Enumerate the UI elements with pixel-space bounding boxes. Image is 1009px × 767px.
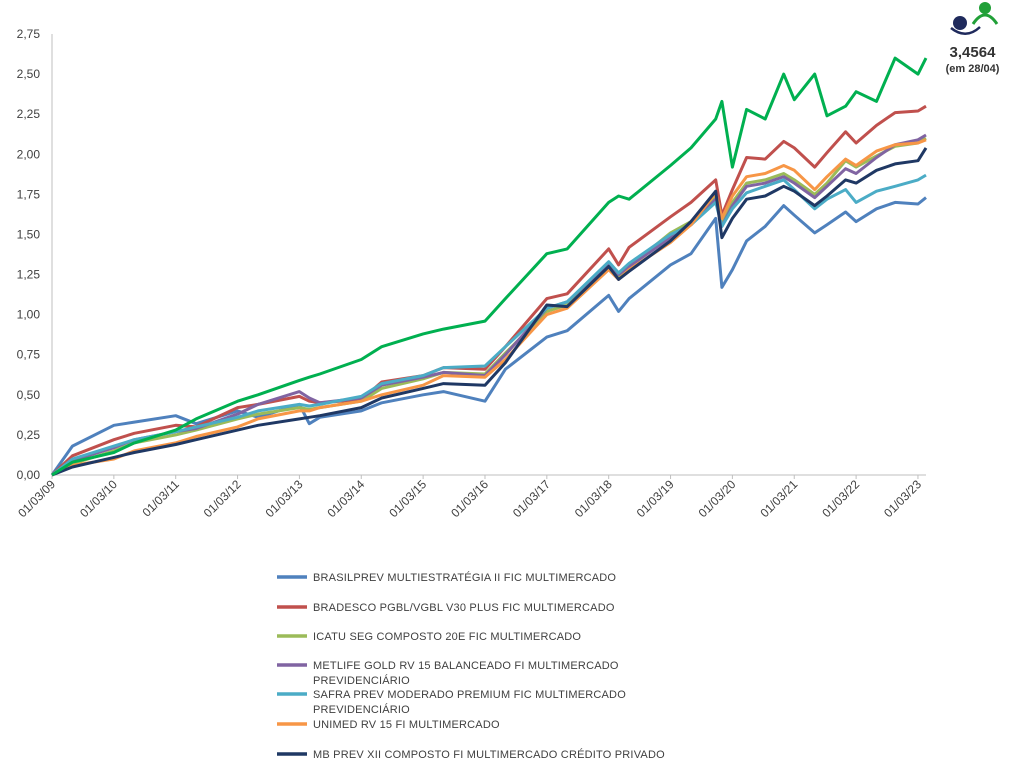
x-tick-label: 01/03/09 (15, 477, 58, 520)
legend-item: SAFRA PREV MODERADO PREMIUM FIC MULTIMER… (277, 689, 626, 716)
legend-label: SAFRA PREV MODERADO PREMIUM FIC MULTIMER… (313, 689, 626, 716)
y-tick-label: 0,75 (17, 348, 41, 362)
brand-logo-icon (950, 2, 999, 35)
legend-label: MB PREV XII COMPOSTO FI MULTIMERCADO CRÉ… (313, 748, 665, 761)
series-line-7 (51, 147, 928, 477)
y-tick-label: 2,25 (17, 107, 41, 121)
x-tick-label: 01/03/12 (201, 477, 244, 520)
x-tick-label: 01/03/23 (881, 477, 924, 520)
y-axis-tick-labels: 0,00 0,25 0,50 0,75 1,00 1,25 1,50 1,75 2,00 2,25… (17, 27, 41, 482)
y-tick-label: 1,25 (17, 268, 41, 282)
x-axis-tick-labels: 01/03/09 01/03/10 01/03/11 01/03/12 01/03/13… (15, 475, 924, 520)
legend-item: BRASILPREV MULTIESTRATÉGIA II FIC MULTIM… (277, 571, 616, 584)
series-line-5 (51, 173, 927, 477)
x-tick-label: 01/03/22 (819, 477, 862, 520)
y-tick-label: 0,25 (17, 428, 41, 442)
legend-item: BRADESCO PGBL/VGBL V30 PLUS FIC MULTIMER… (277, 602, 615, 614)
legend-item: METLIFE GOLD RV 15 BALANCEADO FI MULTIME… (277, 660, 619, 687)
y-tick-label: 1,00 (17, 308, 41, 322)
axes (51, 34, 926, 476)
x-tick-label: 01/03/20 (696, 477, 739, 520)
index-value: 3,4564 (949, 44, 996, 61)
legend-label: METLIFE GOLD RV 15 BALANCEADO FI MULTIME… (313, 660, 619, 687)
legend-label: BRADESCO PGBL/VGBL V30 PLUS FIC MULTIMER… (313, 602, 615, 614)
y-tick-label: 2,00 (17, 147, 41, 161)
series-line-1 (50, 196, 927, 476)
y-tick-label: 1,50 (17, 227, 41, 241)
legend: BRASILPREV MULTIESTRATÉGIA II FIC MULTIM… (277, 571, 665, 761)
legend-item: UNIMED RV 15 FI MULTIMERCADO (277, 719, 500, 731)
series-lines (50, 56, 928, 477)
legend-label: ICATU SEG COMPOSTO 20E FIC MULTIMERCADO (313, 631, 581, 643)
logo-green-dot (979, 2, 991, 14)
x-tick-label: 01/03/17 (510, 477, 553, 520)
legend-label: BRASILPREV MULTIESTRATÉGIA II FIC MULTIM… (313, 571, 616, 584)
x-tick-label: 01/03/13 (263, 477, 306, 520)
legend-item: MB PREV XII COMPOSTO FI MULTIMERCADO CRÉ… (277, 748, 665, 761)
x-tick-label: 01/03/16 (448, 477, 491, 520)
index-badge: 3,4564 (em 28/04) (936, 0, 1009, 80)
logo-dark-arc (950, 26, 981, 35)
index-date-note: (em 28/04) (945, 63, 1000, 75)
logo-dark-dot (953, 16, 967, 30)
y-tick-label: 1,75 (17, 187, 41, 201)
x-tick-label: 01/03/10 (77, 477, 120, 520)
y-tick-label: 2,75 (17, 27, 41, 41)
legend-item: ICATU SEG COMPOSTO 20E FIC MULTIMERCADO (277, 631, 581, 643)
series-line-6 (51, 138, 927, 477)
x-tick-label: 01/03/21 (757, 477, 800, 520)
logo-green-arc (971, 13, 999, 25)
x-tick-label: 01/03/18 (572, 477, 615, 520)
y-tick-label: 0,00 (17, 468, 41, 482)
x-tick-label: 01/03/11 (140, 477, 183, 520)
x-tick-label: 01/03/15 (386, 477, 429, 520)
series-line-4 (51, 133, 927, 477)
y-tick-label: 0,50 (17, 388, 41, 402)
series-line-8 (51, 56, 928, 477)
x-tick-label: 01/03/14 (324, 477, 367, 520)
series-line-2 (50, 104, 927, 477)
y-tick-label: 2,50 (17, 67, 41, 81)
legend-label: UNIMED RV 15 FI MULTIMERCADO (313, 719, 500, 731)
x-tick-label: 01/03/19 (634, 477, 677, 520)
